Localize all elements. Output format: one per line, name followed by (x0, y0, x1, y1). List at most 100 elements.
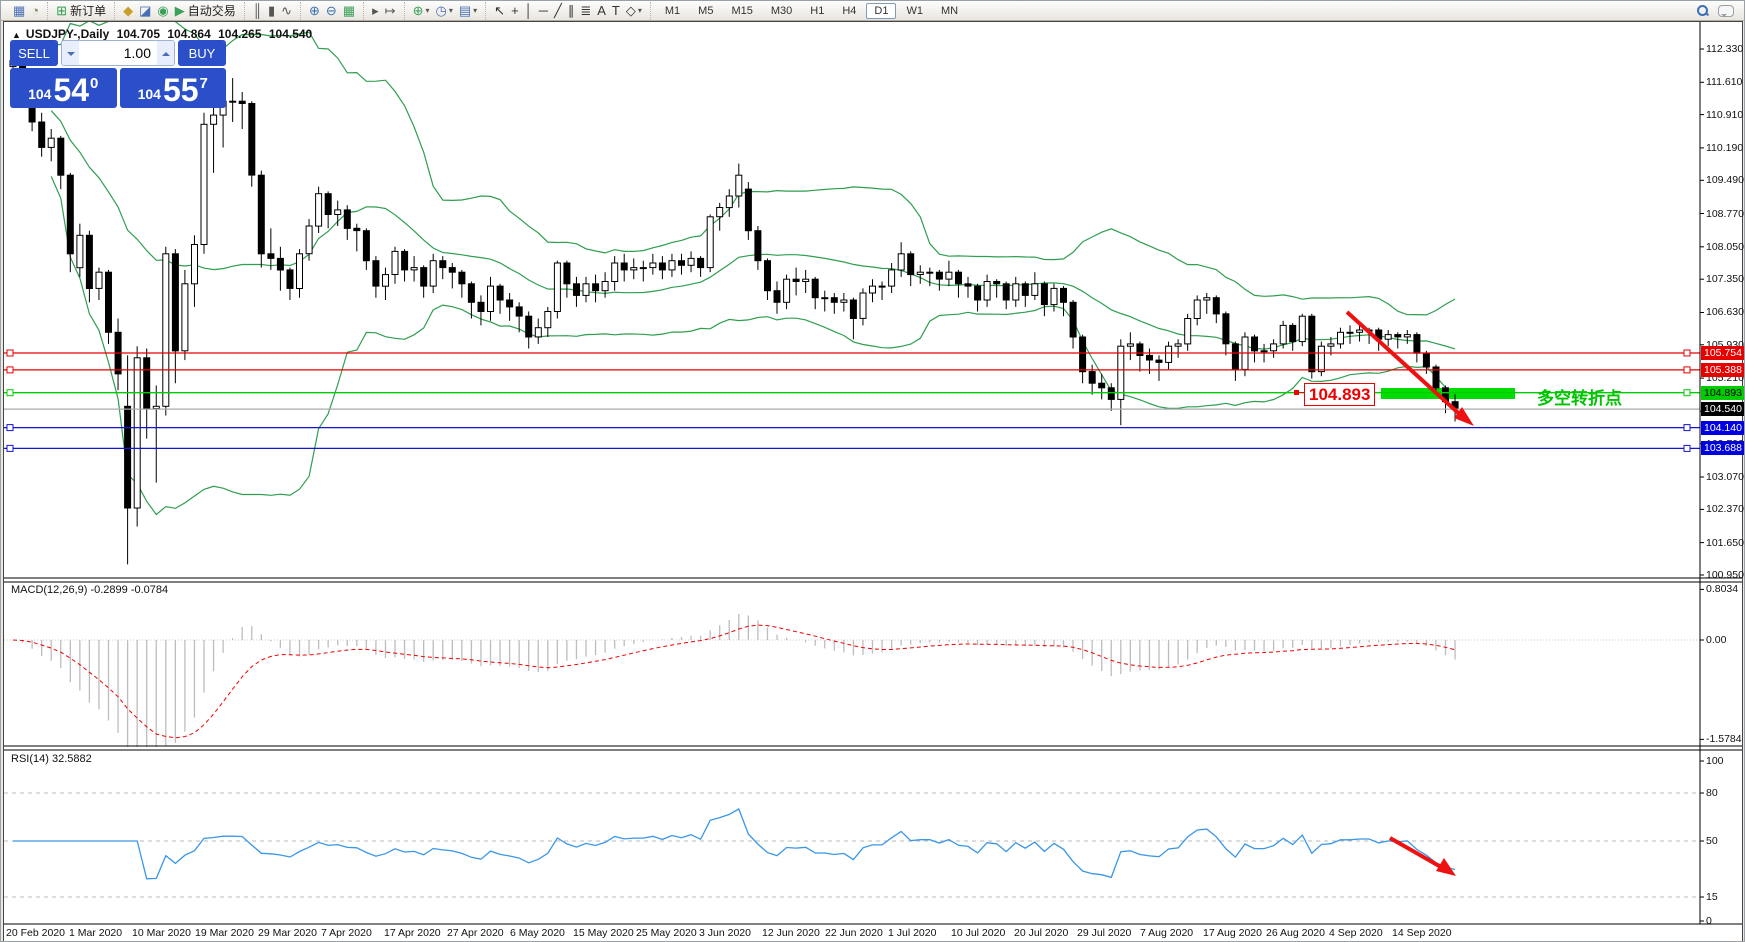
cursor-icon: ↖ (494, 3, 506, 18)
timeframe-m30[interactable]: M30 (770, 4, 793, 17)
vertical-line-button[interactable]: │ (522, 2, 536, 19)
autotrading-label: 自动交易 (187, 4, 236, 18)
volume-increase-button[interactable] (157, 41, 174, 65)
date-axis-label: 3 Jun 2020 (699, 927, 751, 939)
date-axis-label: 6 May 2020 (510, 927, 565, 939)
sell-price-sup: 0 (90, 75, 99, 92)
price-axis-chip: 104.140 (1701, 420, 1744, 435)
sell-price[interactable]: 104 54 0 (10, 68, 117, 108)
timeframe-m15[interactable]: M15 (731, 4, 753, 17)
auto-scroll-icon: ▸ (372, 3, 379, 18)
price-flag-104893[interactable]: 104.893 (1304, 383, 1376, 406)
strategy-tester-button[interactable]: ◔ (28, 2, 42, 19)
timeframe-w1[interactable]: W1 (906, 4, 923, 17)
price-axis-chip: 103.688 (1701, 441, 1744, 456)
date-axis-label: 27 Apr 2020 (447, 927, 504, 939)
signals-icon: ◉ (157, 3, 169, 18)
price-axis-tick: 110.190 (1706, 141, 1744, 154)
periods-button[interactable]: ◷ ▾ (432, 2, 455, 19)
date-axis-label: 17 Apr 2020 (384, 927, 441, 939)
zoom-in-button[interactable]: ⊕ (306, 2, 323, 19)
toolbar-group: ⊕ ▾ ◷ ▾ ▤ ▾ (403, 1, 486, 20)
buy-price-big: 55 (162, 72, 199, 108)
line-chart-icon: ∿ (281, 3, 293, 18)
market-watch-button[interactable]: ▦ (10, 2, 28, 19)
templates-button[interactable]: ▤ ▾ (456, 2, 480, 19)
tile-windows-button[interactable]: ▦ (340, 2, 358, 19)
zoom-out-icon: ⊖ (325, 3, 337, 18)
price-axis-tick: 109.490 (1706, 174, 1744, 187)
price-axis-chip: 105.754 (1701, 345, 1744, 360)
vertical-line-icon: │ (524, 3, 533, 18)
chat-icon[interactable] (1718, 4, 1734, 17)
rsi-axis-tick: 0 (1706, 915, 1712, 927)
date-axis-label: 29 Mar 2020 (258, 927, 317, 939)
chart-shift-button[interactable]: ↦ (382, 2, 399, 19)
price-axis-tick: 112.330 (1706, 43, 1744, 55)
date-axis-label: 22 Jun 2020 (825, 927, 883, 939)
indicators-button[interactable]: ⊕ ▾ (410, 2, 433, 19)
metaeditor-button[interactable]: ◆ (120, 2, 136, 19)
rsi-axis-tick: 15 (1706, 891, 1718, 903)
crosshair-button[interactable]: + (508, 2, 522, 19)
chart-canvas[interactable] (4, 22, 1742, 941)
new-order-button[interactable]: ⊞ 新订单 (53, 2, 109, 19)
autotrading-icon: ▶ (174, 3, 185, 18)
price-axis-tick: 111.610 (1706, 76, 1743, 89)
signals-button[interactable]: ◉ (154, 2, 171, 19)
fibonacci-button[interactable]: ≣ (577, 2, 594, 19)
date-axis-label: 4 Sep 2020 (1329, 927, 1383, 939)
volume-stepper (61, 40, 175, 66)
timeframe-h4[interactable]: H4 (842, 4, 857, 17)
collapse-icon[interactable]: ▲ (12, 30, 21, 40)
date-axis-label: 7 Aug 2020 (1140, 927, 1194, 939)
horizontal-line-button[interactable]: ─ (536, 2, 551, 19)
volume-input[interactable] (79, 41, 157, 65)
chart-title: ▲ USDJPY-,Daily 104.705 104.864 104.265 1… (12, 27, 316, 41)
bar-chart-button[interactable]: ║ (250, 2, 265, 19)
ohlc-close: 104.540 (268, 27, 313, 41)
sell-button[interactable]: SELL (10, 40, 58, 66)
label-icon: T (611, 3, 620, 18)
trendline-icon: ╱ (554, 3, 562, 18)
timeframe-mn[interactable]: MN (940, 4, 959, 17)
price-axis-chip: 104.540 (1701, 402, 1744, 417)
auto-scroll-button[interactable]: ▸ (369, 2, 382, 19)
price-axis-tick: 100.950 (1706, 569, 1744, 581)
trendline-button[interactable]: ╱ (551, 2, 565, 19)
chevron-down-icon: ▾ (448, 6, 453, 15)
search-icon[interactable] (1697, 5, 1708, 16)
horizontal-line-icon: ─ (538, 3, 548, 18)
terminal-button[interactable]: ◪ (136, 2, 154, 19)
volume-decrease-button[interactable] (62, 41, 79, 65)
timeframe-m1[interactable]: M1 (664, 4, 681, 17)
toolbar-groups: ▦ ◔ ⊞ 新订单 ◆ ◪ ◉ ▶ 自动交易 ║ ▮ ∿ ⊕ ⊖ ▦ ▸ ↦ ⊕ ▾ ◷ ▾ ▤ ▾ ↖ + │ ─ ╱ ∥ ≣ A T ◇ ▾ (5, 1, 650, 20)
timeframe-m5[interactable]: M5 (698, 4, 714, 17)
date-axis-label: 20 Feb 2020 (6, 927, 65, 939)
price-axis-tick: 108.770 (1706, 207, 1744, 220)
strategy-tester-icon: ◔ (31, 3, 40, 18)
buy-price[interactable]: 104 55 7 (119, 68, 226, 108)
line-chart-button[interactable]: ∿ (278, 2, 295, 19)
channel-button[interactable]: ∥ (565, 2, 578, 19)
price-axis-tick: 108.050 (1706, 240, 1744, 253)
buy-button[interactable]: BUY (178, 40, 226, 66)
zoom-out-button[interactable]: ⊖ (323, 2, 340, 19)
price-axis-tick: 102.370 (1706, 503, 1744, 516)
toolbar-group: ◆ ◪ ◉ ▶ 自动交易 (114, 1, 244, 20)
timeframe-h1[interactable]: H1 (810, 4, 825, 17)
text-button[interactable]: A (594, 2, 609, 19)
date-axis-label: 1 Jul 2020 (888, 927, 937, 939)
timeframe-d1[interactable]: D1 (866, 2, 897, 19)
toolbar-group: ⊕ ⊖ ▦ (300, 1, 363, 20)
price-axis-tick: 110.910 (1706, 108, 1744, 121)
cursor-button[interactable]: ↖ (491, 2, 508, 19)
date-axis-label: 25 May 2020 (636, 927, 697, 939)
ohlc-high: 104.864 (167, 27, 211, 41)
label-button[interactable]: T (609, 2, 623, 19)
arrows-button[interactable]: ◇ ▾ (623, 2, 645, 19)
autotrading-button[interactable]: ▶ 自动交易 (172, 2, 239, 19)
candlestick-chart-button[interactable]: ▮ (265, 2, 278, 19)
chart-shift-icon: ↦ (384, 3, 396, 18)
